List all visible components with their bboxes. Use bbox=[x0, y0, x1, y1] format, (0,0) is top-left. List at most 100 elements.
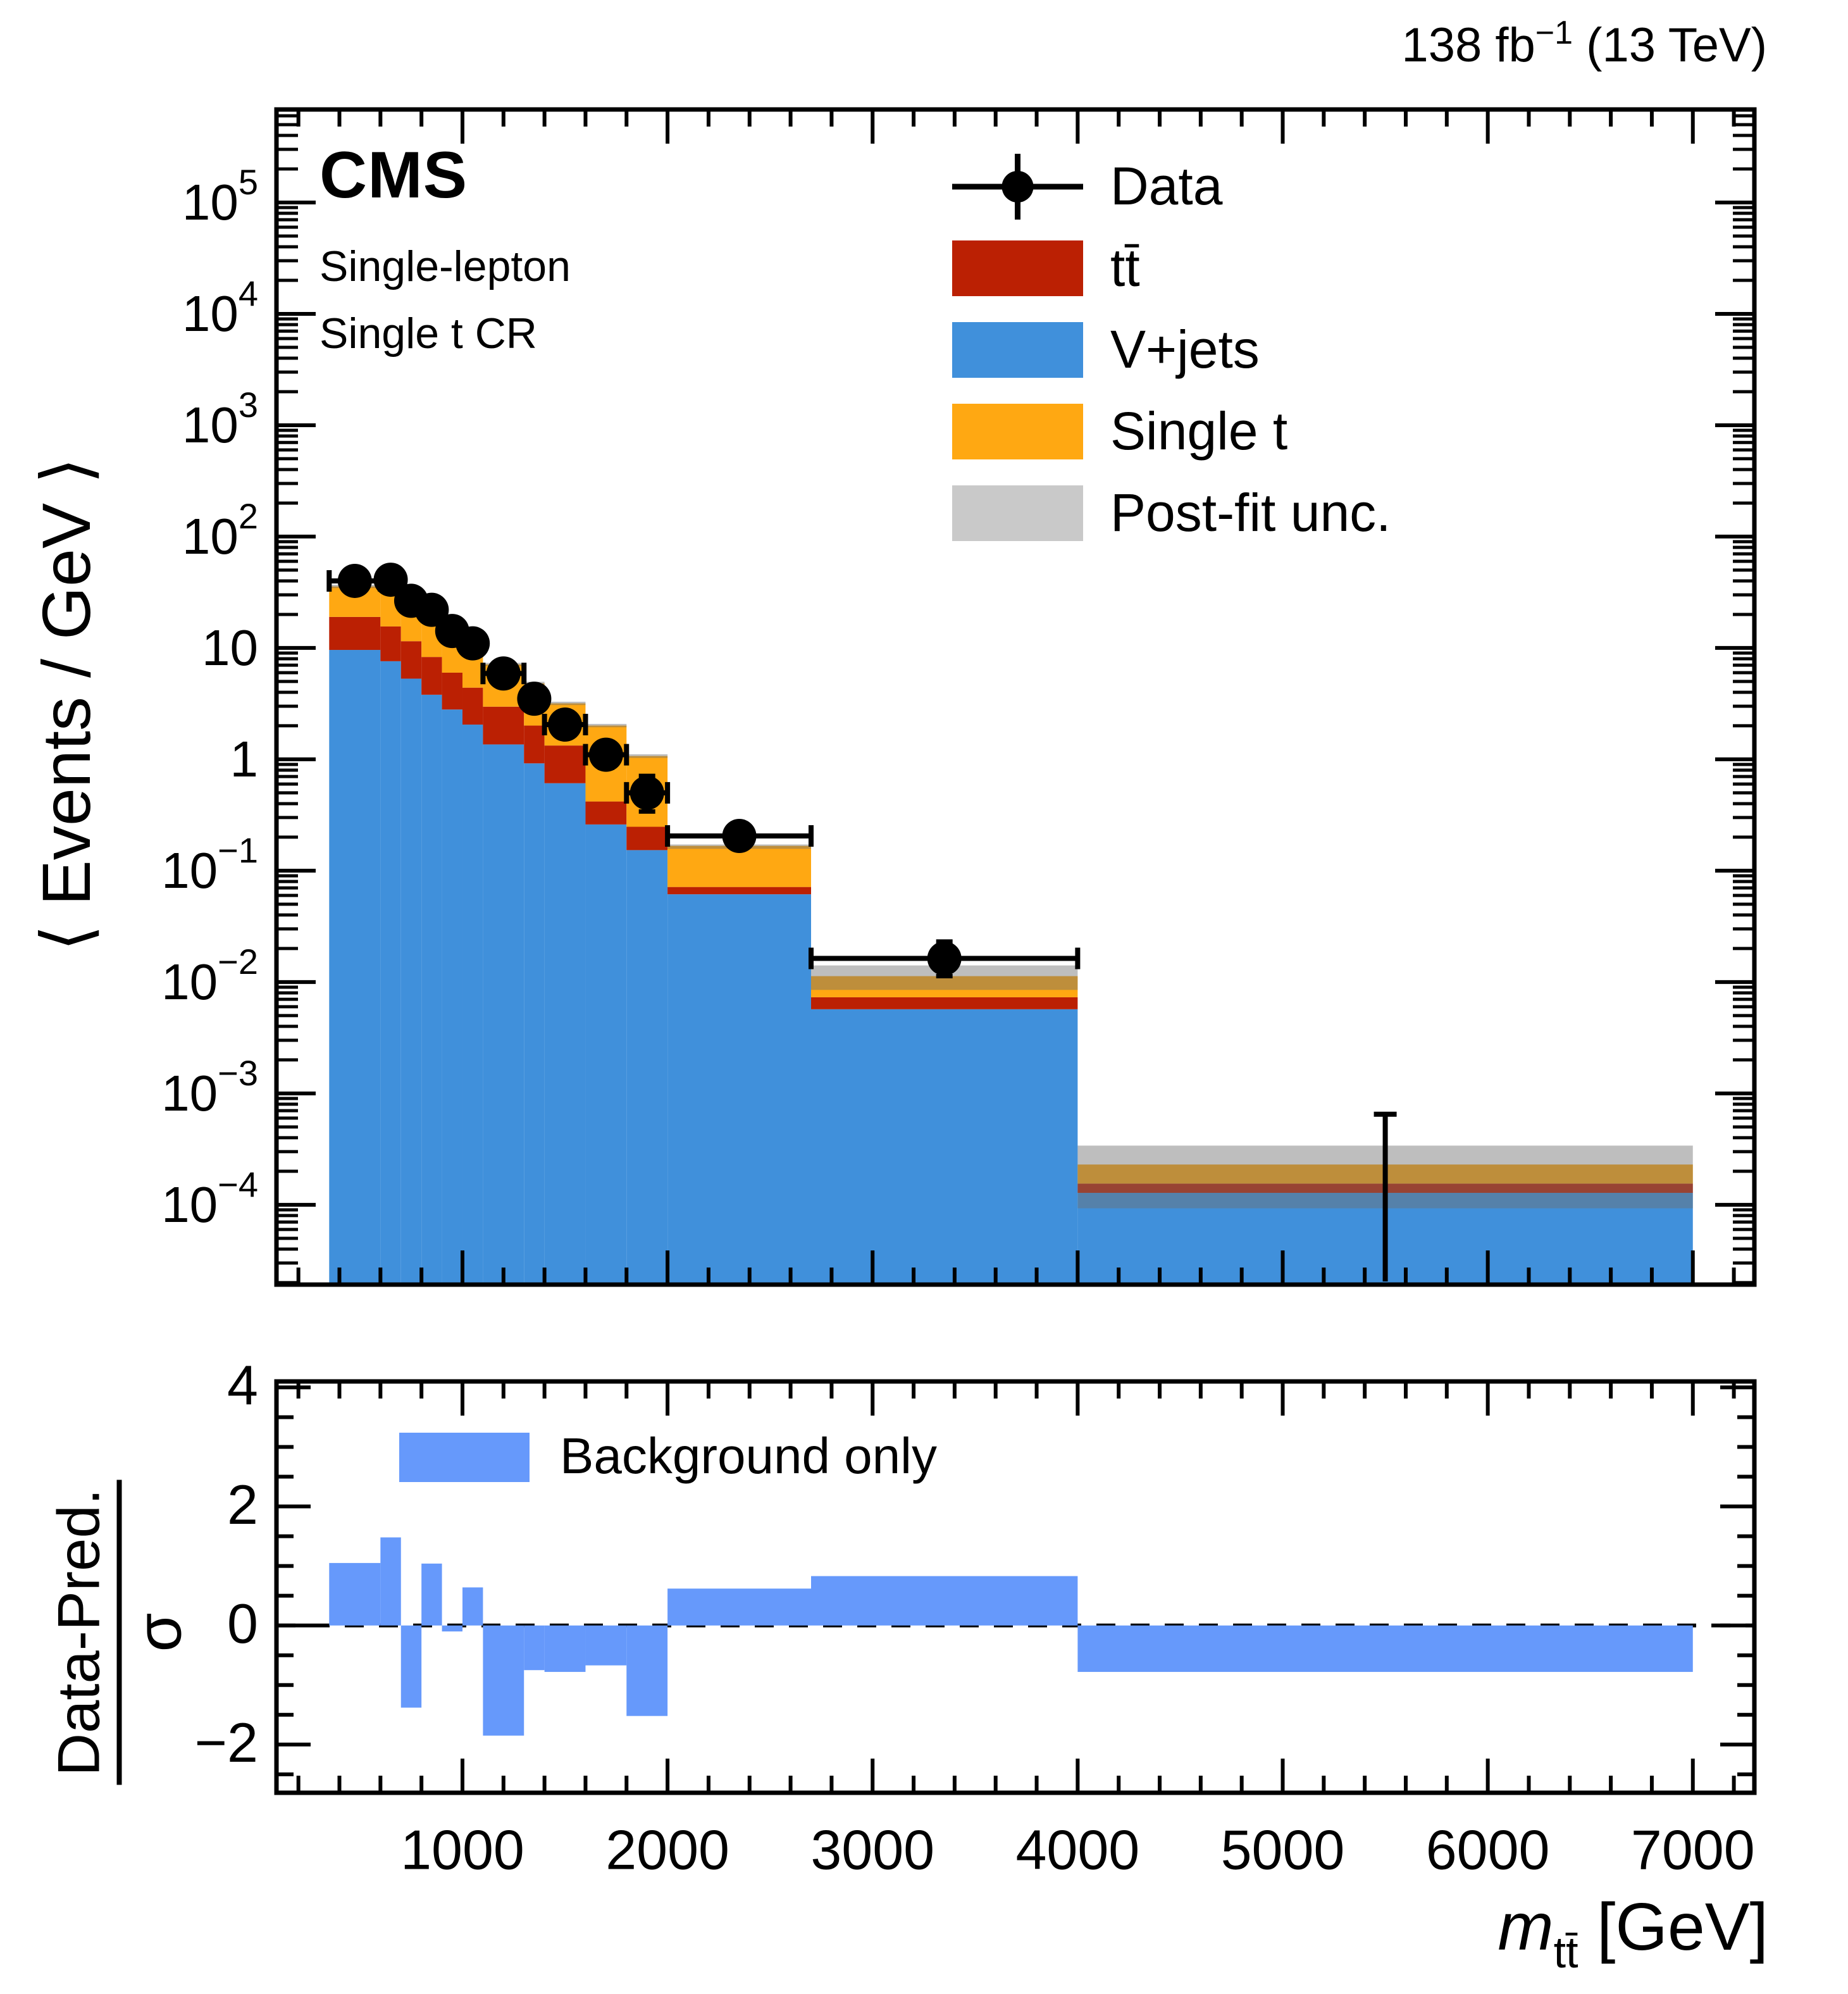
ratio-bar bbox=[626, 1625, 668, 1716]
data-point-marker bbox=[629, 775, 664, 810]
x-title-subscript: tt̄ bbox=[1553, 1928, 1578, 1977]
stack-segment-vjets bbox=[585, 824, 627, 1285]
stack-segment-vjets bbox=[380, 661, 401, 1285]
stack-segment-ttbar bbox=[380, 626, 401, 661]
y-tick-label: 10−4 bbox=[161, 1164, 258, 1233]
postfit-unc-band bbox=[626, 754, 668, 758]
postfit-unc-band bbox=[544, 701, 586, 706]
legend-data-marker bbox=[1002, 171, 1034, 203]
ratio-bar bbox=[329, 1562, 381, 1626]
ratio-legend-swatch bbox=[399, 1433, 530, 1482]
experiment-label: CMS bbox=[319, 139, 468, 212]
luminosity-label: 138 fb−1 (13 TeV) bbox=[1401, 14, 1767, 73]
postfit-unc-band bbox=[585, 723, 627, 728]
x-tick-label: 4000 bbox=[1015, 1818, 1139, 1881]
ratio-bar bbox=[442, 1625, 462, 1632]
stack-segment-vjets bbox=[626, 850, 668, 1285]
y-tick-label: 104 bbox=[182, 273, 258, 342]
ratio-bar bbox=[483, 1625, 524, 1736]
data-point-marker bbox=[486, 656, 521, 691]
data-point-marker bbox=[517, 682, 552, 716]
legend-swatch bbox=[952, 485, 1083, 541]
stack-segment-singlet bbox=[811, 976, 1078, 997]
stack-segment-ttbar bbox=[442, 672, 462, 710]
data-point-marker bbox=[373, 563, 408, 597]
stack-segment-ttbar bbox=[421, 657, 442, 695]
x-tick-label: 5000 bbox=[1221, 1818, 1345, 1881]
ratio-legend-label: Background only bbox=[560, 1428, 937, 1484]
stack-segment-ttbar bbox=[524, 725, 545, 764]
stack-segment-ttbar bbox=[585, 801, 627, 825]
ratio-bar bbox=[524, 1625, 545, 1671]
stack-segment-vjets bbox=[400, 678, 422, 1285]
stack-segment-vjets bbox=[329, 650, 381, 1285]
legend-item-label: tt̄ bbox=[1110, 238, 1140, 297]
x-tick-label: 7000 bbox=[1631, 1818, 1755, 1881]
stack-segment-vjets bbox=[667, 894, 812, 1285]
lumi-prefix: 138 fb bbox=[1401, 18, 1535, 72]
ratio-bar bbox=[462, 1587, 483, 1626]
data-point-marker bbox=[414, 592, 449, 627]
upper-panel-frame bbox=[274, 107, 1757, 1287]
stack-segment-vjets bbox=[524, 763, 545, 1285]
data-point-marker bbox=[722, 819, 757, 854]
stack-segment-ttbar bbox=[400, 641, 422, 679]
ratio-bar bbox=[585, 1625, 627, 1666]
y-tick-label: 1 bbox=[230, 731, 259, 787]
stack-segment-ttbar bbox=[483, 706, 524, 745]
stack-segment-ttbar bbox=[626, 826, 668, 851]
stack-segment-vjets bbox=[442, 709, 462, 1285]
ratio-bar bbox=[811, 1576, 1078, 1626]
y-tick-label: 10−3 bbox=[161, 1053, 258, 1121]
data-point-marker bbox=[337, 563, 372, 598]
stack-segment-ttbar bbox=[667, 887, 812, 895]
data-point-marker bbox=[588, 737, 623, 772]
legend-item-label: V+jets bbox=[1110, 320, 1260, 379]
stack-segment-vjets bbox=[421, 694, 442, 1285]
y-tick-label: 10−1 bbox=[161, 830, 258, 899]
ratio-bar bbox=[1077, 1625, 1693, 1673]
ratio-y-tick-label: 0 bbox=[227, 1592, 258, 1655]
x-title-unit: [GeV] bbox=[1578, 1890, 1768, 1964]
lumi-exponent: −1 bbox=[1535, 15, 1573, 51]
legend-swatch bbox=[952, 240, 1083, 296]
stack-segment-vjets bbox=[462, 725, 483, 1285]
ratio-bar bbox=[380, 1537, 401, 1626]
ratio-denominator-label: σ bbox=[123, 1612, 195, 1652]
y-tick-label: 10−2 bbox=[161, 942, 258, 1010]
stack-segment-vjets bbox=[483, 744, 524, 1285]
ratio-numerator-label: Data-Pred. bbox=[44, 1480, 122, 1785]
data-point-marker bbox=[548, 707, 583, 742]
stack-segment-ttbar bbox=[811, 997, 1078, 1009]
x-axis-title: mtt̄ [GeV] bbox=[1498, 1889, 1768, 1978]
channel-label: Single-lepton bbox=[319, 242, 571, 290]
legend-swatch bbox=[952, 404, 1083, 459]
region-label: Single t CR bbox=[319, 309, 537, 358]
legend-item-label: Single t bbox=[1110, 401, 1287, 461]
stack-segment-vjets bbox=[544, 783, 586, 1285]
stack-segment-ttbar bbox=[329, 616, 381, 651]
x-tick-label: 2000 bbox=[605, 1818, 729, 1881]
y-tick-label: 102 bbox=[182, 496, 258, 564]
x-tick-label: 3000 bbox=[810, 1818, 934, 1881]
ratio-bar bbox=[544, 1625, 586, 1673]
lumi-suffix: (13 TeV) bbox=[1573, 18, 1767, 72]
y-tick-label: 103 bbox=[182, 385, 258, 453]
y-tick-label: 10 bbox=[202, 620, 258, 676]
x-tick-label: 1000 bbox=[400, 1818, 524, 1881]
legend-swatch bbox=[952, 322, 1083, 378]
legend-item-label: Post-fit unc. bbox=[1110, 483, 1391, 542]
data-point-marker bbox=[456, 626, 490, 661]
y-axis-title: ⟨ Events / GeV ⟩ bbox=[28, 457, 104, 952]
ratio-y-tick-label: 4 bbox=[227, 1354, 258, 1417]
ratio-bar bbox=[421, 1563, 442, 1626]
data-point-marker bbox=[927, 941, 962, 976]
stack-segment-vjets bbox=[811, 1009, 1078, 1285]
stack-segment-ttbar bbox=[544, 745, 586, 783]
y-tick-label: 105 bbox=[182, 162, 258, 230]
ratio-bar bbox=[667, 1588, 812, 1626]
x-title-variable: m bbox=[1498, 1890, 1554, 1964]
ratio-panel-frame bbox=[274, 1379, 1757, 1795]
